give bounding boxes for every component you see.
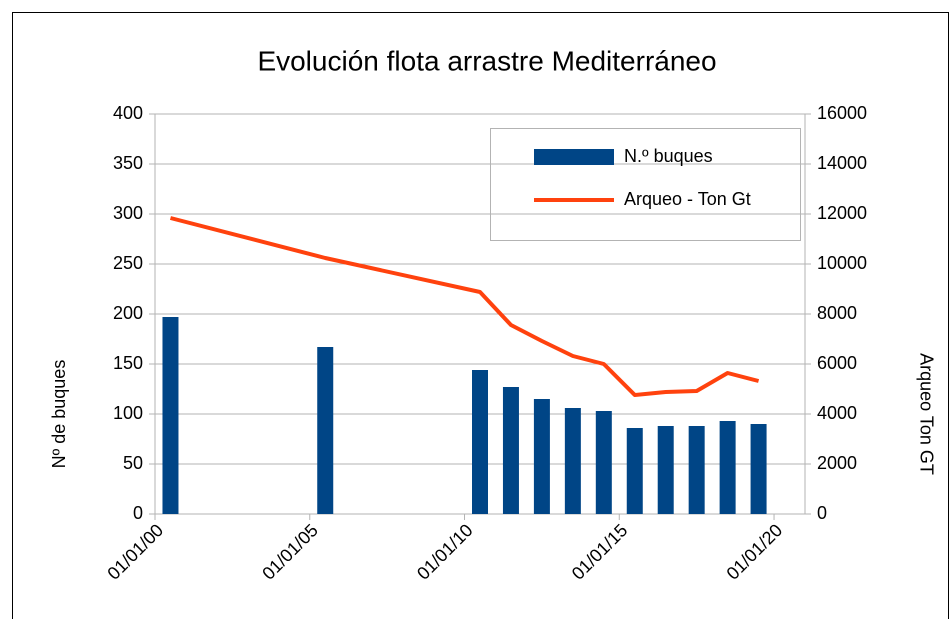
x-tick-label: 01/01/05 bbox=[258, 520, 322, 584]
y2-tick-label: 4000 bbox=[817, 403, 857, 423]
x-tick-label: 01/01/20 bbox=[723, 520, 787, 584]
bar bbox=[626, 428, 643, 514]
bar bbox=[657, 426, 674, 514]
y2-tick-label: 16000 bbox=[817, 103, 867, 123]
x-tick-label: 01/01/00 bbox=[103, 520, 167, 584]
legend-label: Arqueo - Ton Gt bbox=[624, 189, 751, 209]
bar bbox=[162, 317, 179, 514]
y-tick-label: 50 bbox=[123, 453, 143, 473]
y-tick-label: 350 bbox=[113, 153, 143, 173]
bar bbox=[472, 370, 488, 514]
x-tick-label: 01/01/10 bbox=[413, 520, 477, 584]
chart-title: Evolución flota arrastre Mediterráneo bbox=[257, 45, 716, 76]
y2-tick-label: 14000 bbox=[817, 153, 867, 173]
bar bbox=[750, 424, 767, 514]
bar bbox=[595, 411, 612, 514]
y2-axis-label: Arqueo Ton GT bbox=[916, 353, 936, 475]
bar bbox=[719, 421, 736, 514]
bar bbox=[688, 426, 705, 514]
y2-tick-label: 2000 bbox=[817, 453, 857, 473]
line bbox=[169, 216, 760, 397]
y-tick-label: 0 bbox=[133, 503, 143, 523]
y-axis-label: Nº de buques bbox=[49, 360, 69, 469]
legend-label: N.º buques bbox=[624, 146, 713, 166]
y-tick-label: 400 bbox=[113, 103, 143, 123]
bar bbox=[533, 399, 550, 514]
y-tick-label: 300 bbox=[113, 203, 143, 223]
y2-tick-label: 0 bbox=[817, 503, 827, 523]
y-tick-label: 200 bbox=[113, 303, 143, 323]
y-tick-label: 250 bbox=[113, 253, 143, 273]
bar bbox=[317, 347, 334, 514]
y2-tick-label: 8000 bbox=[817, 303, 857, 323]
y2-tick-label: 12000 bbox=[817, 203, 867, 223]
bar bbox=[502, 387, 519, 514]
legend bbox=[490, 128, 801, 241]
y2-tick-label: 10000 bbox=[817, 253, 867, 273]
y-tick-label: 150 bbox=[113, 353, 143, 373]
x-tick-label: 01/01/15 bbox=[568, 520, 632, 584]
bar bbox=[564, 408, 581, 514]
y-tick-label: 100 bbox=[113, 403, 143, 423]
legend-swatch bbox=[534, 149, 614, 165]
y2-tick-label: 6000 bbox=[817, 353, 857, 373]
frame bbox=[12, 12, 949, 619]
